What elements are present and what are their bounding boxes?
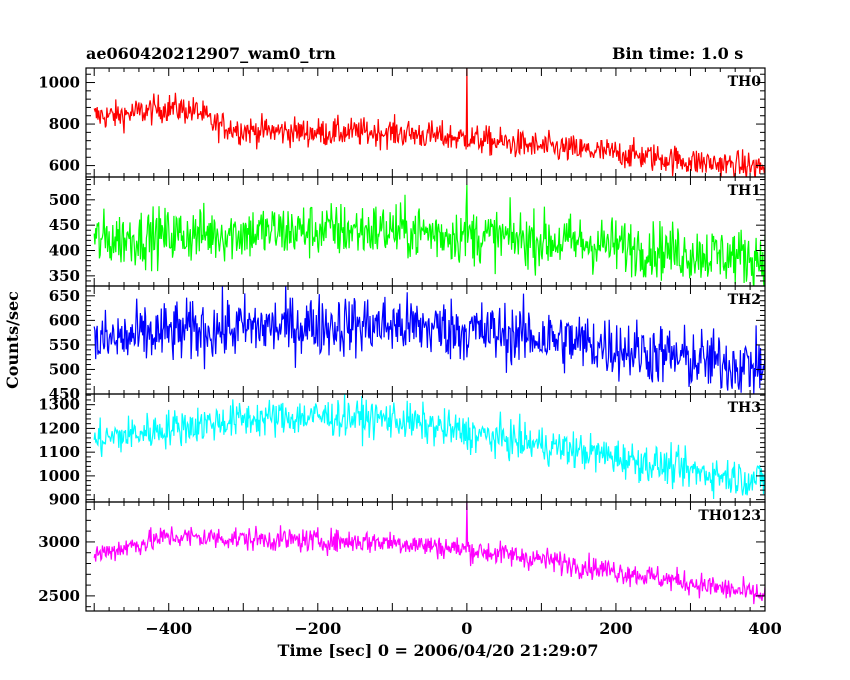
y-tick-label-th2: 450 xyxy=(49,385,80,403)
panel-frame-th0123 xyxy=(85,501,766,612)
series-th1 xyxy=(93,184,765,286)
x-axis-label: Time [sec] 0 = 2006/04/20 21:29:07 xyxy=(278,641,599,660)
x-tick-label: −400 xyxy=(145,619,192,638)
panel-frame-th3 xyxy=(85,393,766,503)
y-tick-label-th1: 350 xyxy=(49,267,80,285)
y-axis-label: Counts/sec xyxy=(3,291,22,389)
y-tick-label-th0: 600 xyxy=(49,157,80,175)
series-th3 xyxy=(93,394,765,500)
y-tick-label-th3: 1000 xyxy=(38,467,80,485)
y-tick-label-th2: 600 xyxy=(49,311,80,329)
panel-label-th1: TH1 xyxy=(728,183,761,199)
y-tick-label-th1: 400 xyxy=(49,242,80,260)
chart-title: ae060420212907_wam0_trn xyxy=(86,44,336,63)
y-tick-label-th0: 1000 xyxy=(38,74,80,92)
y-tick-label-th2: 500 xyxy=(49,360,80,378)
series-th0 xyxy=(93,68,765,177)
y-tick-label-th1: 450 xyxy=(49,216,80,234)
y-tick-label-th0: 800 xyxy=(49,115,80,133)
y-tick-label-th3: 900 xyxy=(49,491,80,509)
y-tick-label-th3: 1100 xyxy=(38,443,80,461)
y-tick-label-th3: 1200 xyxy=(38,419,80,437)
series-th2 xyxy=(93,286,765,394)
series-th0123 xyxy=(93,502,765,605)
panel-label-th2: TH2 xyxy=(728,292,761,308)
panel-label-th0: TH0 xyxy=(728,74,762,90)
panel-label-th0123: TH0123 xyxy=(698,508,761,524)
y-tick-label-th0123: 3000 xyxy=(38,533,80,551)
y-tick-label-th3: 1300 xyxy=(38,396,80,414)
x-tick-label: −200 xyxy=(294,619,341,638)
y-tick-label-th0123: 2500 xyxy=(38,587,80,605)
x-tick-label: 200 xyxy=(599,619,632,638)
y-tick-label-th1: 500 xyxy=(49,191,80,209)
x-tick-label: 0 xyxy=(461,619,472,638)
x-tick-label: 400 xyxy=(748,619,781,638)
y-tick-label-th2: 650 xyxy=(49,287,80,305)
panel-label-th3: TH3 xyxy=(728,400,761,416)
y-tick-label-th2: 550 xyxy=(49,336,80,354)
bin-time-label: Bin time: 1.0 s xyxy=(612,44,744,63)
